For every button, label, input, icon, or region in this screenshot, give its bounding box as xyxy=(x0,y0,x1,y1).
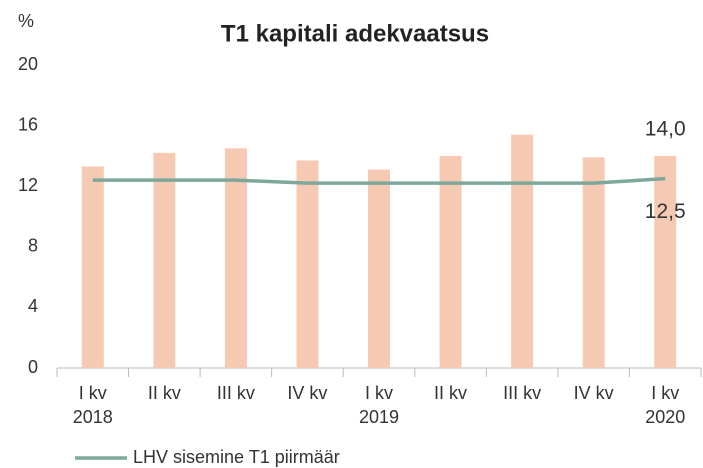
x-tick-year: 2018 xyxy=(73,407,113,427)
bar xyxy=(224,148,247,368)
bar xyxy=(296,160,319,368)
bar xyxy=(153,152,176,368)
y-tick-label: 4 xyxy=(28,296,38,316)
y-tick-label: 0 xyxy=(28,357,38,377)
y-tick-label: 16 xyxy=(18,114,38,134)
x-tick-label: I kv xyxy=(365,383,393,403)
x-tick-label: IV kv xyxy=(287,383,327,403)
x-tick-label: III kv xyxy=(503,383,541,403)
y-tick-label: 12 xyxy=(18,175,38,195)
bar xyxy=(654,155,677,368)
x-tick-label: II kv xyxy=(434,383,467,403)
x-tick-year: 2019 xyxy=(359,407,399,427)
x-tick-label: I kv xyxy=(651,383,679,403)
y-tick-label: 8 xyxy=(28,236,38,256)
bar xyxy=(439,155,462,368)
chart-title: T1 kapitali adekvaatsus xyxy=(221,20,489,47)
y-axis-label: % xyxy=(18,11,34,31)
x-tick-label: IV kv xyxy=(574,383,614,403)
legend-label: LHV sisemine T1 piirmäär xyxy=(133,447,340,467)
bar xyxy=(368,169,390,368)
bar xyxy=(511,134,534,368)
x-tick-label: I kv xyxy=(79,383,107,403)
y-tick-label: 20 xyxy=(18,54,38,74)
data-label: 14,0 xyxy=(645,117,686,140)
data-label: 12,5 xyxy=(645,200,686,223)
x-tick-label: III kv xyxy=(217,383,255,403)
line xyxy=(92,176,666,185)
bar xyxy=(582,157,605,368)
x-tick-year: 2020 xyxy=(645,407,685,427)
x-tick-label: II kv xyxy=(148,383,181,403)
bar xyxy=(81,166,104,368)
